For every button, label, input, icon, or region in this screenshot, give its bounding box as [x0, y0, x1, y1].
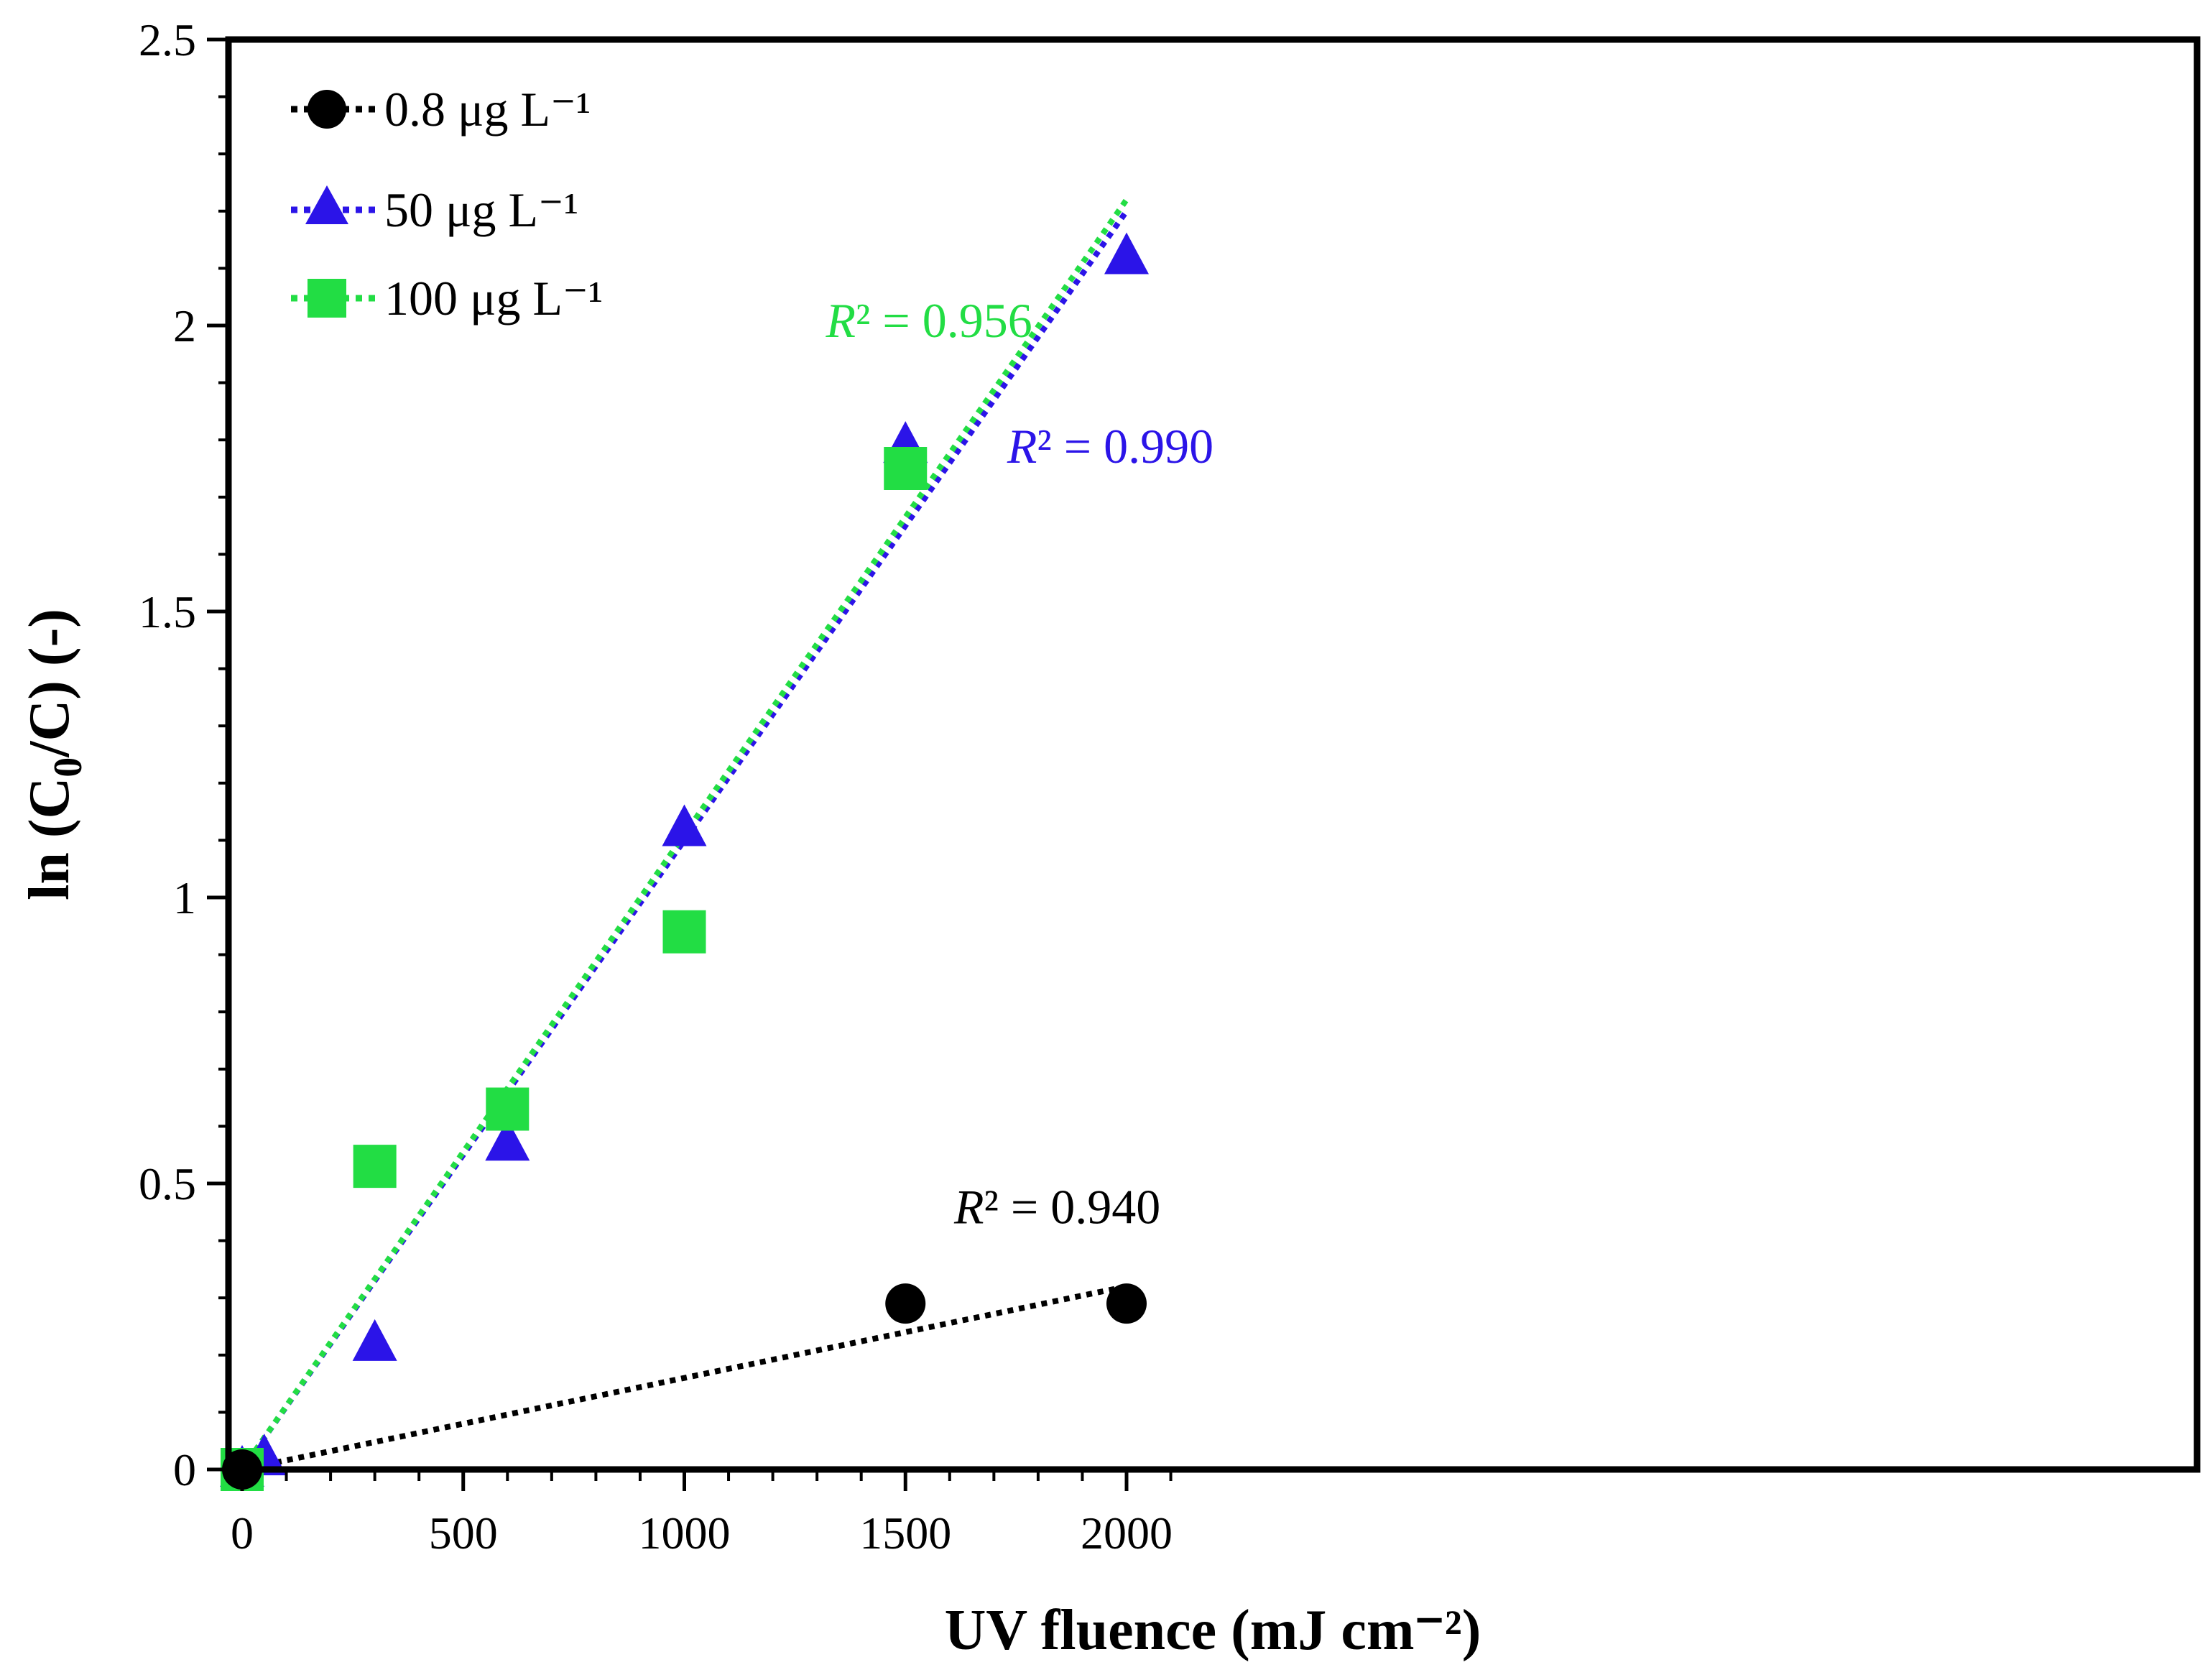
plot-frame — [225, 36, 2201, 1473]
data-point-circle — [1106, 1283, 1147, 1324]
x-axis-title: UV fluence (mJ cm⁻²) — [945, 1599, 1481, 1662]
data-point-square — [486, 1087, 530, 1131]
r2-label-square: R² = 0.956 — [825, 293, 1032, 348]
y-tick-label: 0 — [173, 1444, 196, 1495]
x-tick-label: 1500 — [859, 1508, 951, 1559]
y-tick-label: 2 — [173, 300, 196, 351]
data-point-triangle — [485, 1119, 530, 1161]
legend-label-100: 100 μg L⁻¹ — [384, 271, 603, 326]
legend-item-50: 50 μg L⁻¹ — [291, 183, 578, 237]
y-tick-label: 2.5 — [139, 14, 196, 65]
r2-label-triangle: R² = 0.990 — [1007, 419, 1213, 474]
r2-label-circle: R² = 0.940 — [953, 1180, 1160, 1234]
legend-label-0-8: 0.8 μg L⁻¹ — [384, 82, 591, 137]
data-point-triangle — [662, 804, 707, 846]
legend-item-0-8: 0.8 μg L⁻¹ — [291, 82, 591, 137]
x-tick-label: 1000 — [639, 1508, 731, 1559]
data-point-square — [353, 1145, 397, 1189]
y-axis-title: ln (C0/C) (-) — [18, 609, 91, 900]
legend: 0.8 μg L⁻¹ 50 μg L⁻¹ 100 μg L⁻¹ — [291, 82, 603, 326]
legend-label-50: 50 μg L⁻¹ — [384, 183, 578, 237]
data-point-circle — [885, 1283, 926, 1324]
data-point-square — [662, 910, 706, 954]
legend-marker-circle — [308, 90, 346, 129]
trendline-circle — [241, 1283, 1127, 1472]
y-tick-label: 0.5 — [139, 1158, 196, 1209]
legend-item-100: 100 μg L⁻¹ — [291, 271, 603, 326]
x-tick-label: 0 — [231, 1508, 254, 1559]
data-point-triangle — [352, 1319, 397, 1361]
x-tick-label: 500 — [429, 1508, 498, 1559]
legend-marker-square — [308, 279, 346, 318]
data-point-triangle — [1104, 232, 1149, 274]
y-tick-label: 1 — [173, 872, 196, 923]
legend-marker-triangle — [305, 185, 348, 224]
x-tick-label: 2000 — [1081, 1508, 1173, 1559]
data-point-square — [884, 447, 928, 490]
y-tick-label: 1.5 — [139, 586, 196, 637]
